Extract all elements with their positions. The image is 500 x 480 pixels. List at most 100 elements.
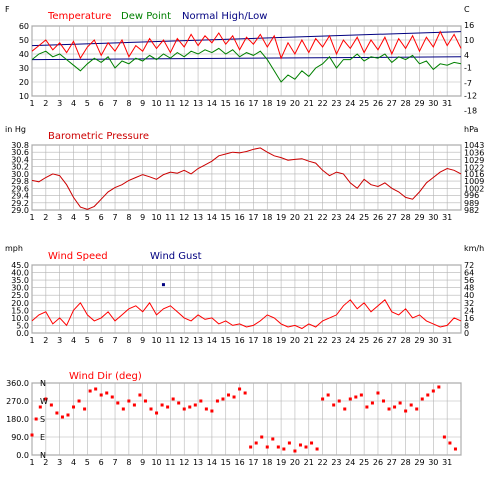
- wind-dir-point: [365, 405, 369, 409]
- x-tick-label: 7: [112, 336, 117, 345]
- chart-panel-3: 45.040.035.030.025.020.015.010.05.00.072…: [11, 261, 474, 345]
- wind-dir-point: [30, 433, 34, 437]
- y-tick-label: 45.0: [11, 261, 29, 270]
- right-tick-label: 40: [464, 291, 474, 300]
- y-tick-label: 360.0: [6, 379, 29, 388]
- pressure-series: [31, 147, 462, 210]
- wind-dir-point: [431, 389, 435, 393]
- wind-dir-point: [254, 441, 258, 445]
- x-tick-label: 17: [248, 336, 258, 345]
- plot-area: [31, 264, 462, 334]
- wind-dir-point: [393, 405, 397, 409]
- y-tick-label: 30.0: [11, 170, 29, 179]
- x-tick-label: 17: [248, 99, 258, 108]
- wind-dir-point: [132, 403, 136, 407]
- x-tick-label: 21: [304, 458, 314, 467]
- x-tick-label: 1: [29, 458, 34, 467]
- wind-dir-point: [182, 407, 186, 411]
- x-tick-label: 19: [276, 458, 286, 467]
- x-tick-label: 18: [262, 458, 272, 467]
- x-tick-label: 26: [373, 213, 383, 222]
- right-tick-label: 1029: [464, 156, 484, 165]
- right-tick-label: -18: [464, 107, 477, 116]
- wind-dir-point: [409, 403, 413, 407]
- x-tick-label: 16: [234, 213, 244, 222]
- wind-dir-point: [121, 407, 125, 411]
- right-tick-label: 16: [464, 21, 474, 30]
- y-tick-label: 29.4: [11, 192, 29, 201]
- y-tick-label: 10.0: [11, 314, 29, 323]
- x-tick-label: 28: [401, 213, 411, 222]
- wind-dir-point: [326, 393, 330, 397]
- wind-dir-point: [72, 405, 76, 409]
- right-tick-label: 1043: [464, 141, 484, 150]
- y-tick-label: 10: [19, 92, 29, 101]
- x-tick-label: 2: [43, 99, 48, 108]
- y-tick-label: 20: [19, 78, 29, 87]
- wind-dir-point: [387, 407, 391, 411]
- wind-dir-point: [398, 401, 402, 405]
- y-tick-label: 50: [19, 36, 29, 45]
- y-tick-label: 30.2: [11, 163, 29, 172]
- compass-label: E: [40, 433, 45, 442]
- x-tick-label: 21: [304, 99, 314, 108]
- wind-dir-point: [60, 415, 64, 419]
- wind-dir-point: [359, 393, 363, 397]
- y-tick-label: 29.6: [11, 184, 29, 193]
- x-tick-label: 3: [57, 99, 62, 108]
- x-tick-label: 10: [151, 213, 161, 222]
- x-tick-label: 15: [221, 336, 231, 345]
- right-unit-label: hPa: [464, 125, 479, 134]
- x-tick-label: 19: [276, 213, 286, 222]
- y-tick-label: 29.8: [11, 177, 29, 186]
- y-tick-label: 0.0: [16, 329, 29, 338]
- x-tick-label: 5: [85, 99, 90, 108]
- x-tick-label: 9: [140, 99, 145, 108]
- x-tick-label: 22: [318, 99, 328, 108]
- wind-dir-point: [382, 399, 386, 403]
- x-tick-label: 13: [193, 458, 203, 467]
- wind-dir-point: [215, 399, 219, 403]
- x-tick-label: 6: [99, 458, 104, 467]
- x-tick-label: 4: [71, 99, 76, 108]
- wind-dir-point: [232, 395, 236, 399]
- x-tick-label: 12: [179, 458, 189, 467]
- chart-title: Wind Dir (deg): [69, 371, 142, 382]
- right-tick-label: 24: [464, 306, 474, 315]
- right-tick-label: 982: [464, 206, 479, 215]
- x-tick-label: 22: [318, 336, 328, 345]
- x-tick-label: 23: [331, 99, 341, 108]
- wind-dir-point: [105, 391, 109, 395]
- wind-dir-point: [94, 387, 98, 391]
- wind-dir-point: [315, 447, 319, 451]
- x-tick-label: 7: [112, 213, 117, 222]
- x-tick-label: 31: [442, 213, 452, 222]
- temperature-line: [31, 30, 462, 60]
- dew-point-line: [31, 47, 462, 83]
- x-tick-label: 26: [373, 336, 383, 345]
- x-tick-label: 20: [290, 213, 300, 222]
- y-tick-label: 29.0: [11, 206, 29, 215]
- x-tick-label: 1: [29, 336, 34, 345]
- x-tick-label: 13: [193, 213, 203, 222]
- x-tick-label: 21: [304, 336, 314, 345]
- x-tick-label: 20: [290, 99, 300, 108]
- compass-label: S: [40, 415, 45, 424]
- right-tick-label: 10: [464, 36, 474, 45]
- wind-dir-point: [265, 445, 269, 449]
- x-tick-label: 30: [428, 458, 438, 467]
- x-tick-label: 31: [442, 99, 452, 108]
- x-tick-label: 2: [43, 213, 48, 222]
- pressure-line: [31, 147, 462, 210]
- right-tick-label: 1022: [464, 163, 484, 172]
- right-tick-label: 56: [464, 276, 474, 285]
- x-tick-label: 22: [318, 458, 328, 467]
- x-tick-label: 23: [331, 336, 341, 345]
- right-tick-label: -1: [464, 64, 472, 73]
- wind-speed-series: [31, 283, 462, 330]
- plot-area: [31, 144, 462, 211]
- right-tick-label: 0: [464, 329, 469, 338]
- x-tick-label: 25: [359, 213, 369, 222]
- x-tick-label: 8: [126, 99, 131, 108]
